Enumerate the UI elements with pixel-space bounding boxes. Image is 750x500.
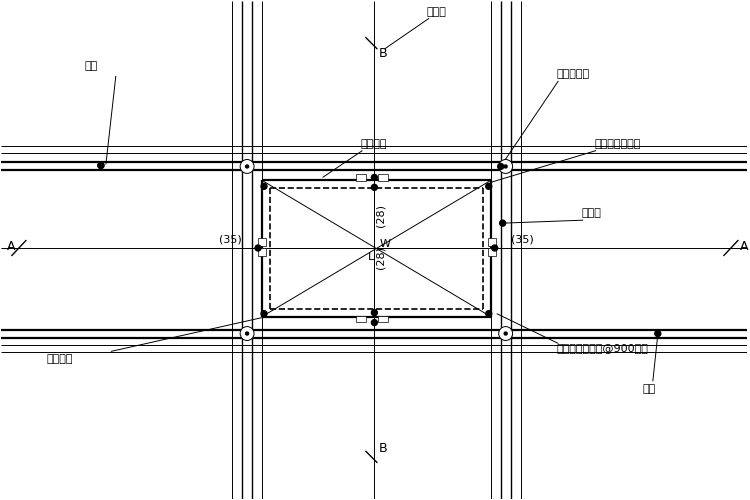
Circle shape: [245, 332, 248, 335]
Circle shape: [371, 184, 377, 190]
Text: (28): (28): [375, 246, 386, 269]
Circle shape: [261, 184, 267, 190]
Bar: [488, 238, 496, 246]
Text: A: A: [7, 240, 15, 252]
Circle shape: [504, 332, 507, 335]
Bar: [356, 174, 367, 182]
Text: B: B: [378, 442, 387, 455]
Text: 野縁受: 野縁受: [581, 208, 601, 218]
Bar: [378, 174, 388, 182]
Circle shape: [371, 310, 377, 316]
Circle shape: [98, 162, 104, 168]
Circle shape: [500, 220, 506, 226]
Circle shape: [98, 162, 104, 168]
Circle shape: [371, 174, 377, 180]
Circle shape: [261, 310, 267, 316]
Circle shape: [498, 164, 504, 170]
Text: 取付け用補強材: 取付け用補強材: [594, 138, 640, 148]
Text: 補強野縁受: 補強野縁受: [556, 69, 590, 79]
Text: 補強野縁: 補強野縁: [361, 138, 387, 148]
Bar: [488, 248, 496, 256]
Circle shape: [486, 184, 492, 190]
Bar: [378, 316, 388, 322]
Circle shape: [492, 245, 498, 251]
Circle shape: [255, 245, 261, 251]
Circle shape: [655, 330, 661, 336]
Circle shape: [499, 326, 512, 340]
Circle shape: [504, 165, 507, 168]
Text: 吹りボルト位置@900程度: 吹りボルト位置@900程度: [556, 344, 648, 353]
Text: W: W: [380, 239, 390, 249]
Circle shape: [486, 310, 492, 316]
Circle shape: [245, 165, 248, 168]
Circle shape: [371, 320, 377, 326]
Text: A: A: [740, 240, 748, 252]
Text: (35): (35): [219, 234, 242, 244]
Circle shape: [499, 160, 512, 173]
Bar: [356, 316, 367, 322]
Text: 補強野縁: 補強野縁: [46, 354, 73, 364]
Text: 野縁: 野縁: [84, 61, 98, 71]
Bar: [258, 248, 266, 256]
Text: L: L: [368, 252, 374, 262]
Text: (35): (35): [512, 234, 534, 244]
Bar: [258, 238, 266, 246]
Circle shape: [240, 326, 254, 340]
Text: 野縁: 野縁: [643, 384, 656, 394]
Text: B: B: [378, 47, 387, 60]
Text: 野縁受: 野縁受: [426, 8, 446, 18]
Text: (28): (28): [375, 204, 386, 227]
Circle shape: [240, 160, 254, 173]
